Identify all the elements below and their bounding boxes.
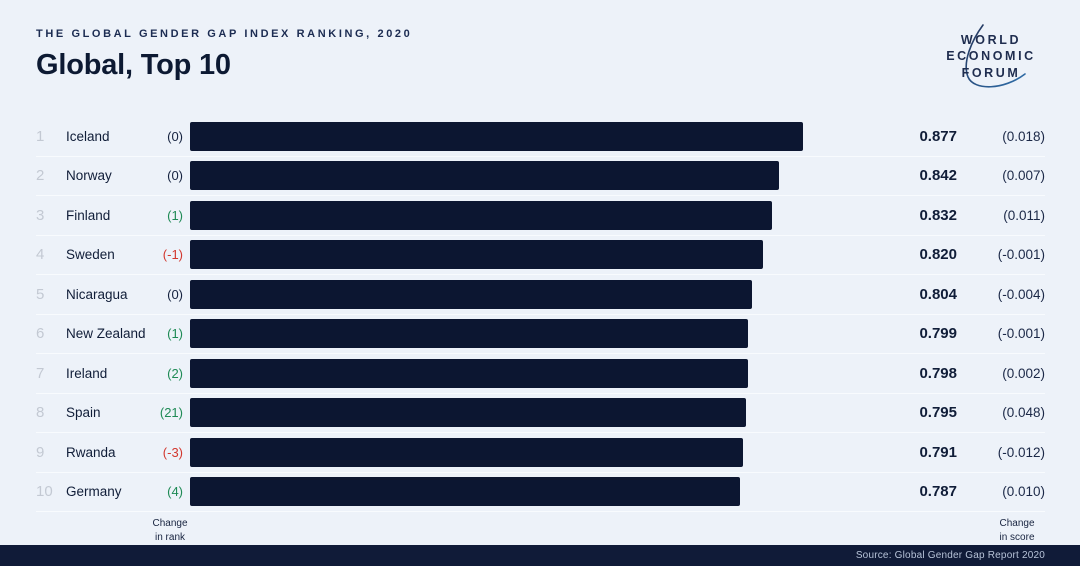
table-row: 2 Norway (0) 0.842 (0.007) — [36, 157, 1045, 196]
rank-change: (4) — [167, 484, 183, 500]
score-change: (0.002) — [1002, 365, 1045, 381]
score-change: (0.018) — [1002, 128, 1045, 144]
rank-change: (0) — [167, 168, 183, 184]
table-row: 1 Iceland (0) 0.877 (0.018) — [36, 117, 1045, 157]
rank-number: 5 — [36, 285, 45, 303]
country-label: Nicaragua — [66, 286, 128, 302]
bar-track — [190, 161, 803, 191]
score-bar — [190, 437, 743, 467]
score-change: (-0.001) — [997, 326, 1045, 342]
bar-track — [190, 279, 803, 309]
rank-change: (1) — [167, 326, 183, 342]
table-row: 5 Nicaragua (0) 0.804 (-0.004) — [36, 275, 1045, 315]
rank-number: 6 — [36, 325, 45, 343]
score-change: (-0.012) — [997, 444, 1045, 460]
wef-logo: WORLD ECONOMIC FORUM — [932, 24, 1050, 100]
rank-number: 9 — [36, 443, 45, 461]
rank-change: (-1) — [162, 247, 183, 263]
table-row: 6 New Zealand (1) 0.799 (-0.001) — [36, 315, 1045, 354]
bar-track — [190, 437, 803, 467]
rank-number: 10 — [36, 483, 53, 501]
rank-change: (2) — [167, 365, 183, 381]
wef-logo-text: WORLD ECONOMIC FORUM — [932, 24, 1050, 81]
score-change: (0.007) — [1002, 168, 1045, 184]
country-label: Germany — [66, 484, 122, 500]
score-change: (0.048) — [1002, 405, 1045, 421]
wef-swoosh-icon — [965, 24, 1026, 88]
wef-logo-line: WORLD — [960, 33, 1022, 47]
rank-change: (0) — [167, 128, 183, 144]
score-value: 0.787 — [919, 483, 957, 501]
bar-track — [190, 477, 803, 507]
table-row: 3 Finland (1) 0.832 (0.011) — [36, 196, 1045, 236]
country-label: Ireland — [66, 365, 108, 381]
rank-number: 1 — [36, 127, 45, 145]
change-in-rank-label: Change in rank — [134, 517, 206, 544]
score-change: (0.011) — [1003, 207, 1045, 223]
table-row: 9 Rwanda (-3) 0.791 (-0.012) — [36, 433, 1045, 473]
rank-number: 8 — [36, 404, 45, 422]
bar-track — [190, 240, 803, 270]
score-change: (-0.004) — [997, 286, 1045, 302]
bar-track — [190, 358, 803, 388]
rank-number: 2 — [36, 167, 45, 185]
table-row: 7 Ireland (2) 0.798 (0.002) — [36, 354, 1045, 394]
country-label: Sweden — [66, 247, 115, 263]
bar-track — [190, 121, 803, 151]
score-value: 0.877 — [919, 127, 957, 145]
country-label: Finland — [66, 207, 111, 223]
score-value: 0.795 — [919, 404, 957, 422]
header: THE GLOBAL GENDER GAP INDEX RANKING, 202… — [36, 28, 412, 82]
country-label: Iceland — [66, 128, 110, 144]
score-bar — [190, 358, 748, 388]
rank-number: 4 — [36, 246, 45, 264]
score-value: 0.791 — [919, 443, 957, 461]
change-in-rank-label-line: in rank — [154, 531, 185, 543]
wef-logo-line: ECONOMIC — [946, 49, 1036, 64]
bar-track — [190, 319, 803, 349]
bar-track — [190, 398, 803, 428]
country-label: Spain — [66, 405, 101, 421]
score-bar — [190, 477, 741, 507]
score-bar — [190, 279, 752, 309]
rank-change: (21) — [159, 405, 183, 421]
country-label: Norway — [66, 168, 112, 184]
table-row: 8 Spain (21) 0.795 (0.048) — [36, 394, 1045, 433]
rank-number: 7 — [36, 364, 45, 382]
rank-change: (0) — [167, 286, 183, 302]
score-bar — [190, 200, 772, 230]
rank-change: (1) — [167, 207, 183, 223]
change-in-score-label-line: Change — [999, 518, 1035, 529]
page-title: Global, Top 10 — [36, 49, 231, 81]
score-value: 0.799 — [919, 325, 957, 343]
source-text: Source: Global Gender Gap Report 2020 — [855, 550, 1045, 561]
score-value: 0.798 — [919, 364, 957, 382]
ranking-list: 1 Iceland (0) 0.877 (0.018) 2 Norway (0)… — [36, 117, 1045, 512]
score-change: (-0.001) — [997, 247, 1045, 263]
score-bar — [190, 319, 749, 349]
score-value: 0.842 — [919, 167, 957, 185]
bar-track — [190, 200, 803, 230]
score-value: 0.820 — [919, 246, 957, 264]
table-row: 4 Sweden (-1) 0.820 (-0.001) — [36, 236, 1045, 275]
table-row: 10 Germany (4) 0.787 (0.010) — [36, 473, 1045, 512]
score-change: (0.010) — [1002, 484, 1045, 500]
country-label: Rwanda — [66, 444, 116, 460]
change-in-rank-label-line: Change — [152, 518, 188, 529]
rank-change: (-3) — [162, 444, 183, 460]
wef-logo-line: FORUM — [961, 65, 1021, 80]
score-bar — [190, 161, 779, 191]
source-bar: Source: Global Gender Gap Report 2020 — [0, 545, 1080, 566]
change-in-score-label: Change in score — [981, 517, 1053, 544]
change-in-score-label-line: in score — [999, 531, 1035, 543]
score-bar — [190, 121, 803, 151]
score-value: 0.804 — [919, 285, 957, 303]
country-label: New Zealand — [66, 326, 146, 342]
score-bar — [190, 398, 746, 428]
rank-number: 3 — [36, 206, 45, 224]
score-bar — [190, 240, 764, 270]
score-value: 0.832 — [919, 206, 957, 224]
chart-subtitle: THE GLOBAL GENDER GAP INDEX RANKING, 202… — [36, 28, 413, 40]
